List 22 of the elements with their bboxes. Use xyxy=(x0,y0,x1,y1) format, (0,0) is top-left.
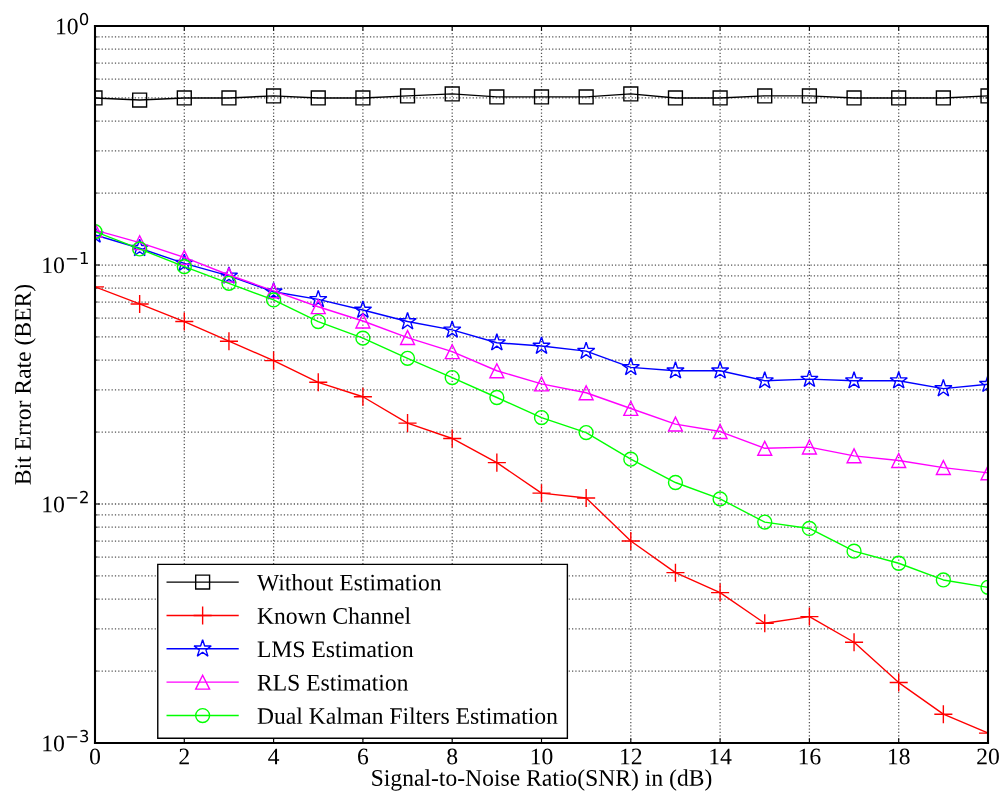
legend-label: LMS Estimation xyxy=(257,641,414,658)
x-tick-label: 10 xyxy=(531,748,553,765)
x-tick-label: 18 xyxy=(888,748,910,765)
x-tick-label: 6 xyxy=(358,748,369,765)
x-tick-label: 16 xyxy=(799,748,821,765)
legend-label: RLS Estimation xyxy=(257,674,409,691)
legend-label: Without Estimation xyxy=(256,573,442,591)
x-tick-label: 0 xyxy=(90,748,100,765)
x-tick-label: 8 xyxy=(447,748,458,765)
y-tick-label: 10$^{0}$ xyxy=(57,12,89,35)
y-tick-label: 10$^{−2}$ xyxy=(43,490,88,513)
x-tick-label: 2 xyxy=(179,748,189,765)
x-tick-label: 4 xyxy=(268,748,280,765)
y-axis-title: Bit Error Rate (BER) xyxy=(14,284,36,485)
y-tick-label: 10$^{−1}$ xyxy=(43,251,88,274)
x-tick-label: 20 xyxy=(977,748,999,765)
x-tick-label: 12 xyxy=(621,748,642,765)
y-tick-label: 10$^{−3}$ xyxy=(43,729,89,752)
legend-label: Dual Kalman Filters Estimation xyxy=(257,707,558,725)
x-axis-title: Signal-to-Noise Ratio(SNR) in (dB) xyxy=(372,769,712,791)
legend-label: Known Channel xyxy=(257,607,411,624)
x-tick-label: 14 xyxy=(710,748,732,765)
